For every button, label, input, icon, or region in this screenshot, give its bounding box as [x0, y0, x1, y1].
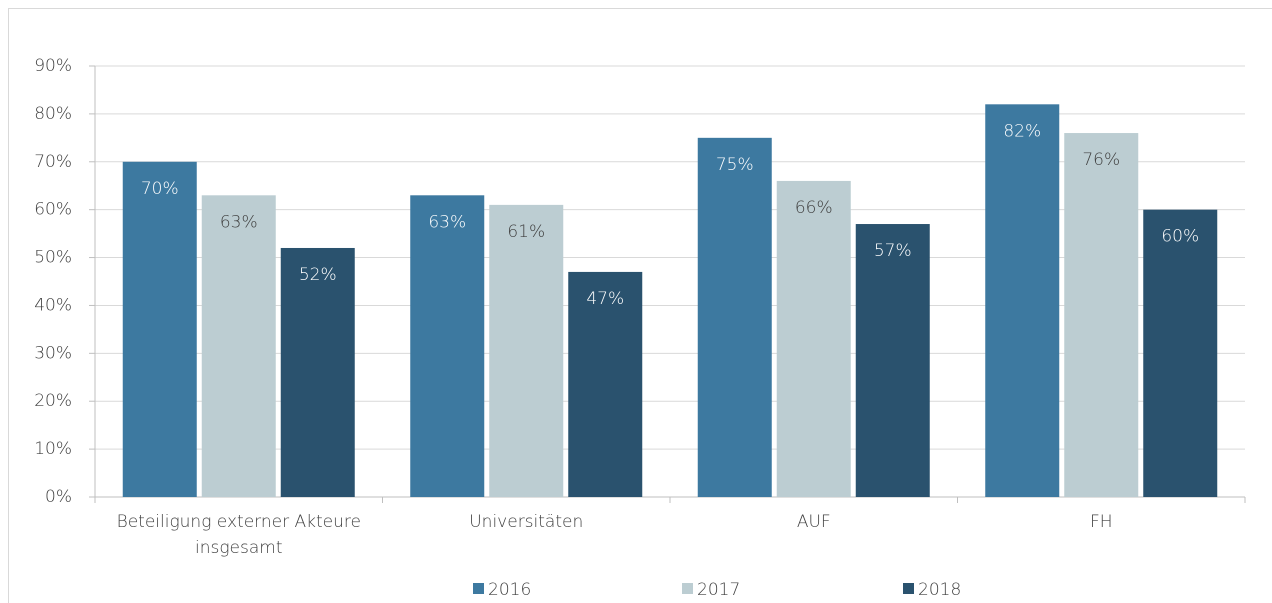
bar	[697, 137, 772, 498]
x-tick-label-box: Universitäten	[469, 512, 584, 532]
legend-label: 2016	[488, 580, 531, 600]
bar	[1143, 209, 1218, 497]
bar	[776, 180, 851, 497]
data-label: 61%	[507, 222, 545, 242]
bar	[410, 195, 485, 498]
y-tick-label: 70%	[34, 152, 72, 172]
x-tick-label-box: FH	[1089, 512, 1113, 532]
y-tick-label: 90%	[34, 56, 72, 76]
data-label: 60%	[1161, 227, 1199, 247]
y-tick-label: 20%	[34, 391, 72, 411]
legend-swatch	[682, 583, 693, 594]
x-tick-label: AUF	[796, 512, 831, 532]
legend-label: 2018	[918, 580, 961, 600]
data-label: 63%	[428, 212, 466, 232]
legend-swatch	[903, 583, 914, 594]
bar	[855, 224, 930, 498]
y-tick-label: 30%	[34, 343, 72, 363]
bar	[1064, 133, 1139, 498]
legend-swatch	[473, 583, 484, 594]
bar	[122, 161, 197, 497]
data-label: 47%	[586, 289, 624, 309]
data-label: 57%	[874, 241, 912, 261]
y-tick-label: 0%	[45, 487, 72, 507]
x-tick-label-box: Beteiligung externer Akteure insgesamt	[116, 512, 361, 558]
y-tick-label: 80%	[34, 104, 72, 124]
bar	[489, 204, 564, 497]
data-label: 63%	[220, 212, 258, 232]
bar	[985, 104, 1060, 498]
x-tick-label: Universitäten	[469, 512, 584, 532]
y-tick-label: 60%	[34, 200, 72, 220]
chart-border	[8, 8, 1272, 603]
y-tick-label: 40%	[34, 295, 72, 315]
legend-label: 2017	[697, 580, 740, 600]
y-tick-label: 50%	[34, 248, 72, 268]
bar	[201, 195, 276, 498]
data-label: 70%	[141, 179, 179, 199]
data-label: 52%	[299, 265, 337, 285]
data-label: 82%	[1003, 121, 1041, 141]
x-tick-label: Beteiligung externer Akteure insgesamt	[116, 512, 361, 558]
data-label: 75%	[716, 155, 754, 175]
data-label: 66%	[795, 198, 833, 218]
bar	[568, 271, 643, 497]
bar	[280, 247, 355, 497]
data-label: 76%	[1082, 150, 1120, 170]
y-tick-label: 10%	[34, 439, 72, 459]
x-tick-label: FH	[1089, 512, 1113, 532]
x-tick-label-box: AUF	[796, 512, 831, 532]
